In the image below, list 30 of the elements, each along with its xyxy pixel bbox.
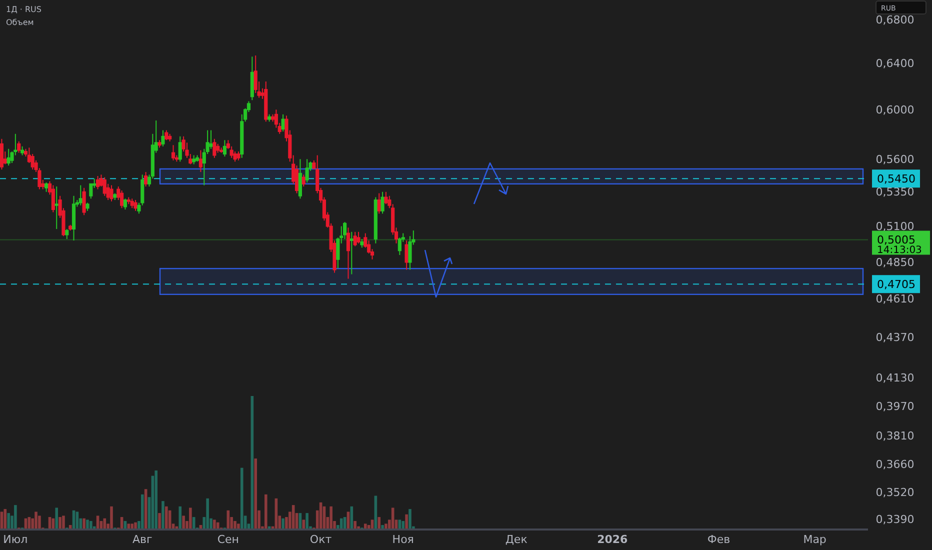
ref-line-label: 0,5450 xyxy=(877,172,916,186)
x-tick-label: Сен xyxy=(217,533,239,546)
y-tick-label: 0,3970 xyxy=(876,400,914,413)
y-tick-label: 0,4130 xyxy=(876,371,914,384)
y-tick-label: 0,4370 xyxy=(876,330,914,344)
y-tick-label: 0,3810 xyxy=(876,429,914,442)
x-tick-label: Окт xyxy=(310,533,332,546)
y-tick-label: 0,5600 xyxy=(876,152,914,166)
y-tick-label: 0,3520 xyxy=(876,486,914,500)
y-tick-label: 0,5350 xyxy=(876,186,914,199)
x-tick-label: Фев xyxy=(707,533,730,546)
y-tick-label: 0,3660 xyxy=(876,458,914,472)
text: 14:13:03 xyxy=(877,245,922,256)
x-tick-label: Ноя xyxy=(392,533,414,546)
y-tick-label: 0,6000 xyxy=(876,103,914,116)
chart-title: Объем xyxy=(6,18,34,27)
ref-line-label: 0,5005 xyxy=(877,234,916,247)
text: 1Д · RUS xyxy=(6,4,42,14)
y-tick-label: 0,5100 xyxy=(876,220,914,234)
y-tick-label: 0,3390 xyxy=(876,513,914,526)
y-tick-label: 0,6800 xyxy=(876,14,914,27)
x-tick-label: Июл xyxy=(3,533,28,546)
y-tick-label: 0,6400 xyxy=(876,57,914,70)
ref-line-label: 0,4705 xyxy=(877,278,916,291)
x-tick-label: 2026 xyxy=(597,533,628,546)
y-tick-label: 0,4850 xyxy=(876,256,914,270)
x-tick-label: Дек xyxy=(505,533,528,546)
x-tick-label: Мар xyxy=(803,533,826,546)
y-tick-label: 0,4610 xyxy=(876,292,914,306)
x-tick-label: Авг xyxy=(132,533,152,546)
